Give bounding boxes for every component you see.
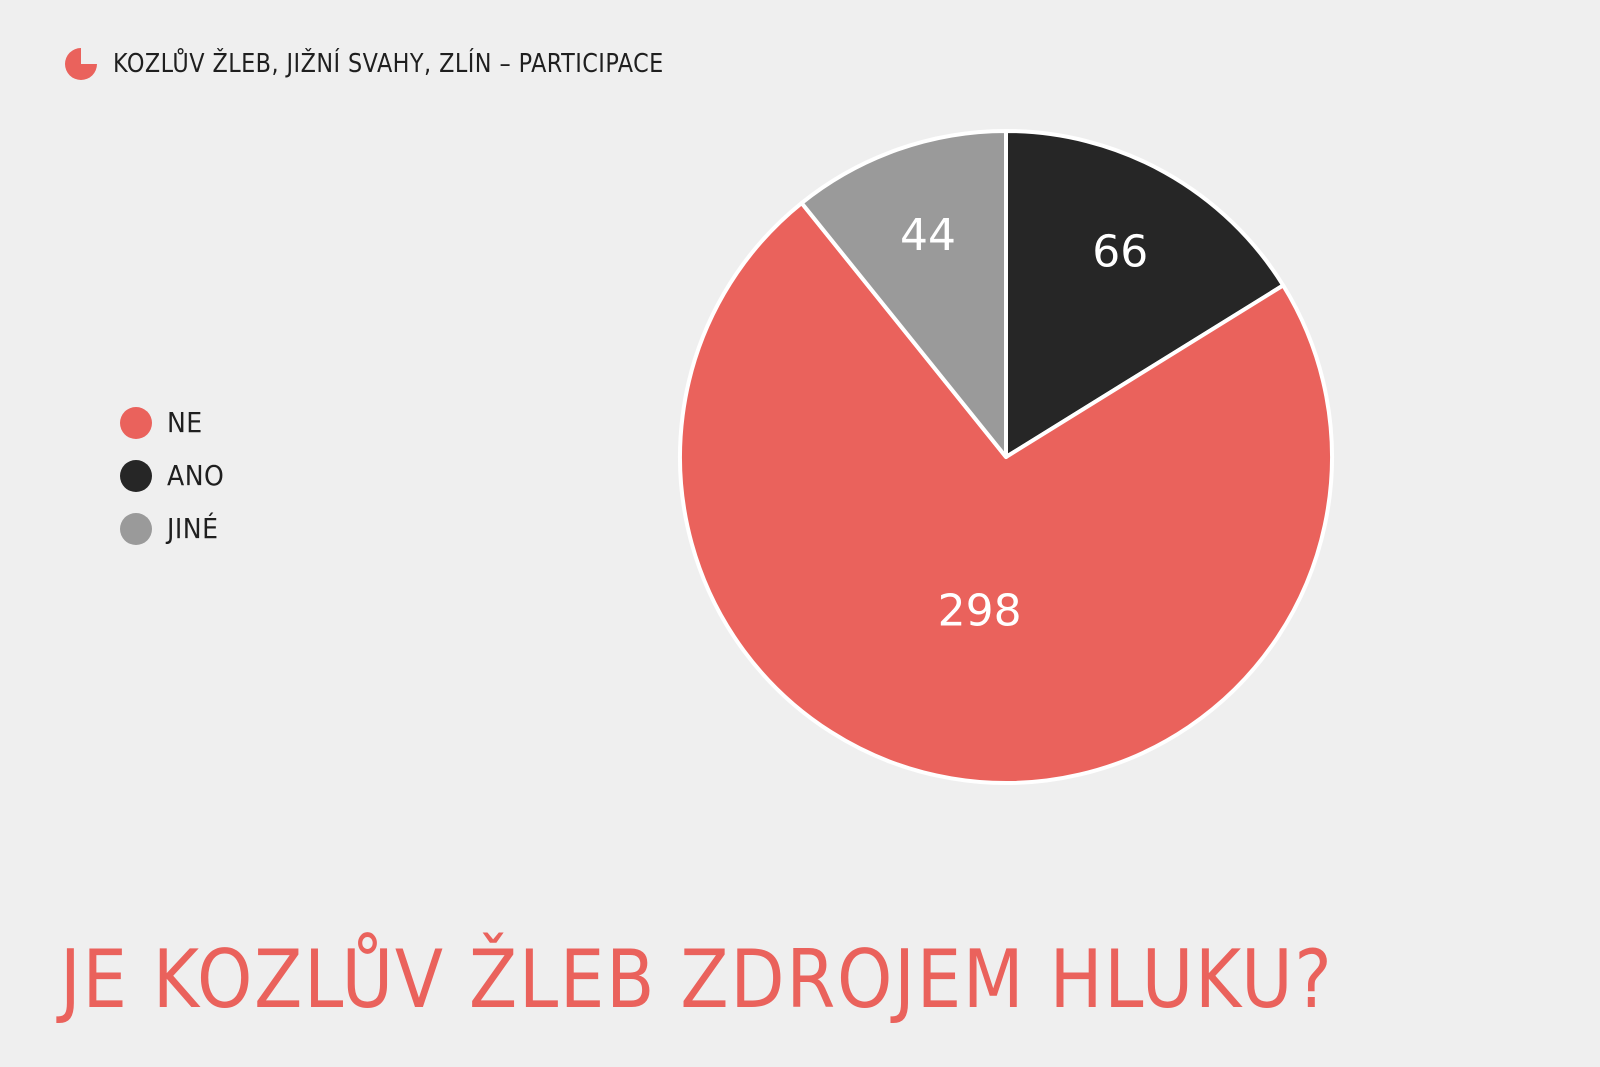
chart-header: KOZLŮV ŽLEB, JIŽNÍ SVAHY, ZLÍN – PARTICI… <box>63 44 753 84</box>
pie-label-jine: 44 <box>900 210 956 261</box>
legend-item-ano: ANO <box>120 449 231 502</box>
pie-slice-ano <box>1004 129 1286 459</box>
legend-label-jine: JINÉ <box>167 512 219 545</box>
legend-swatch-jine <box>120 512 152 545</box>
chart-legend: NE ANO JINÉ <box>120 396 231 555</box>
legend-swatch-ano <box>120 459 152 492</box>
pie-slice-jine <box>799 129 1008 459</box>
chart-title: KOZLŮV ŽLEB, JIŽNÍ SVAHY, ZLÍN – PARTICI… <box>113 49 664 79</box>
pie-label-ano: 66 <box>1092 226 1148 277</box>
legend-item-ne: NE <box>120 396 231 449</box>
legend-item-jine: JINÉ <box>120 502 231 555</box>
pie-chart-icon <box>65 48 97 80</box>
legend-swatch-ne <box>120 406 152 439</box>
legend-label-ano: ANO <box>167 459 225 492</box>
question-heading: JE KOZLŮV ŽLEB ZDROJEM HLUKU? <box>60 933 1334 1026</box>
legend-label-ne: NE <box>167 406 203 439</box>
pie-label-ne: 298 <box>938 586 1022 637</box>
pie-slice-ne <box>678 201 1334 785</box>
